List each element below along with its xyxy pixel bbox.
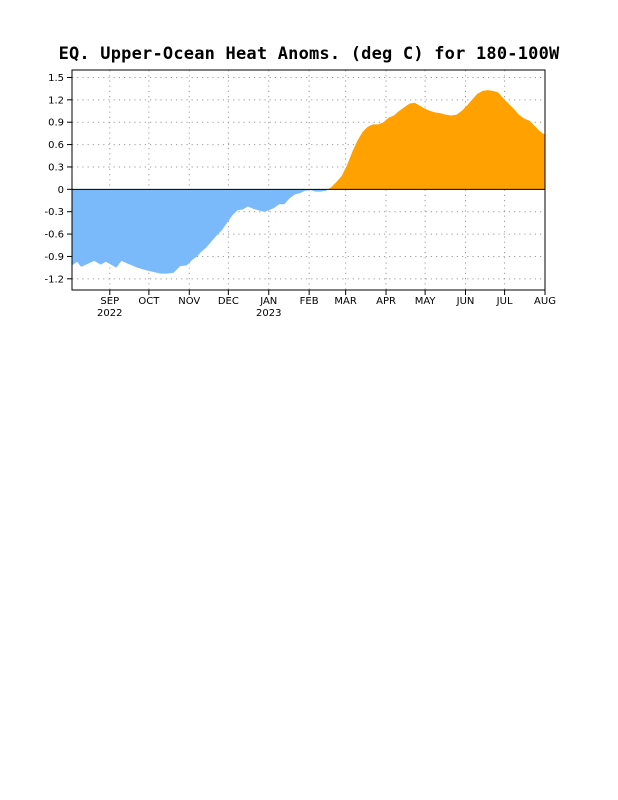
y-tick-label: 0.9 <box>48 118 64 129</box>
x-tick-label: NOV <box>178 296 200 307</box>
y-tick-label: 1.5 <box>48 73 64 84</box>
chart-axes <box>67 69 546 295</box>
x-tick-year-label: 2022 <box>97 308 122 319</box>
y-tick-label: -0.3 <box>44 207 64 218</box>
x-tick-label: FEB <box>300 296 319 307</box>
x-tick-label: JAN <box>259 296 277 307</box>
y-tick-label: -1.2 <box>44 274 64 285</box>
x-tick-label: JUL <box>496 296 513 307</box>
x-tick-label: OCT <box>138 296 160 307</box>
y-tick-label: -0.9 <box>44 252 64 263</box>
x-tick-label: MAY <box>415 296 437 307</box>
anomaly-areas <box>72 90 545 274</box>
y-tick-label: 0 <box>58 185 64 196</box>
x-tick-label: SEP <box>100 296 119 307</box>
chart-title: EQ. Upper-Ocean Heat Anoms. (deg C) for … <box>58 44 560 64</box>
y-tick-label: 0.6 <box>48 140 64 151</box>
x-tick-year-label: 2023 <box>256 308 281 319</box>
y-tick-label: -0.6 <box>44 230 64 241</box>
positive-anomaly-area <box>328 90 545 190</box>
x-tick-label: APR <box>376 296 396 307</box>
x-tick-label: AUG <box>534 296 556 307</box>
y-tick-label: 0.3 <box>48 162 64 173</box>
x-tick-label: MAR <box>334 296 356 307</box>
x-tick-label: JUN <box>456 296 475 307</box>
x-tick-label: DEC <box>218 296 239 307</box>
y-tick-label: 1.2 <box>48 95 64 106</box>
negative-anomaly-area <box>72 189 329 274</box>
